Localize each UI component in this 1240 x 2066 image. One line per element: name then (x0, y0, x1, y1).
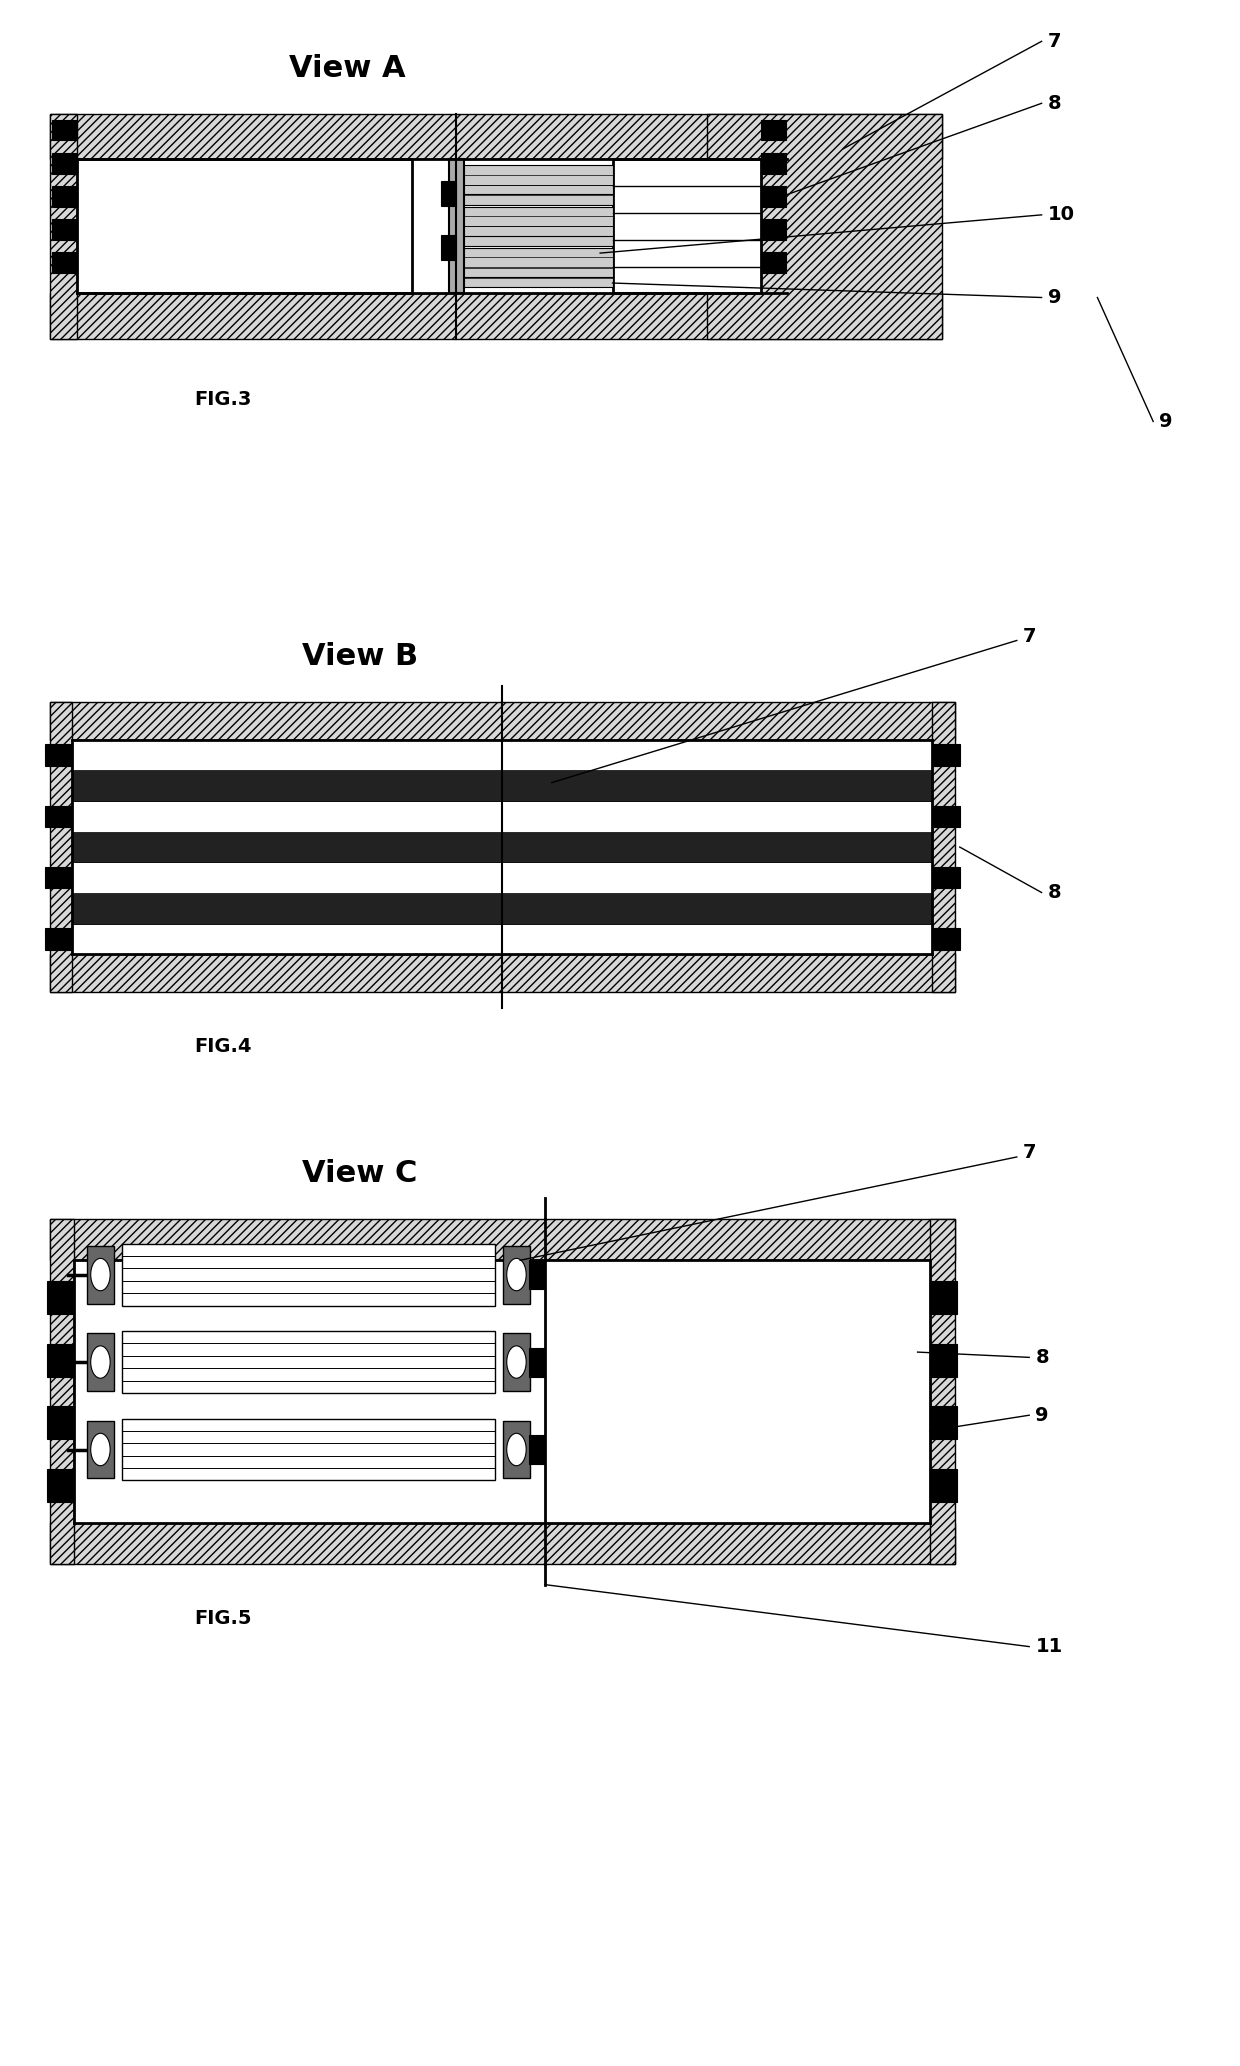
Bar (761, 219, 786, 240)
Text: FIG.4: FIG.4 (195, 1037, 252, 1056)
Bar (72, 771, 932, 802)
Bar (464, 258, 613, 287)
Bar (72, 802, 932, 833)
Bar (47, 1281, 74, 1314)
Bar (122, 1331, 496, 1392)
Bar (50, 1219, 74, 1564)
Bar (50, 293, 942, 339)
Text: 9: 9 (1048, 287, 1061, 308)
Bar (613, 159, 761, 293)
Bar (930, 1281, 957, 1314)
Bar (52, 219, 77, 240)
Bar (50, 954, 955, 992)
Circle shape (507, 1258, 526, 1291)
Bar (72, 893, 932, 924)
Bar (761, 153, 786, 174)
Text: 7: 7 (1048, 31, 1061, 52)
Bar (528, 1436, 543, 1465)
Bar (50, 702, 955, 740)
Bar (72, 740, 932, 771)
Bar (47, 1407, 74, 1440)
Bar (464, 207, 613, 236)
Bar (77, 159, 412, 293)
Bar (122, 1244, 496, 1306)
Bar (77, 159, 707, 293)
Bar (464, 165, 613, 194)
Bar (72, 862, 932, 893)
Bar (930, 1343, 957, 1376)
Text: View A: View A (289, 54, 405, 83)
Bar (52, 252, 77, 273)
Bar (47, 1469, 74, 1502)
Text: 8: 8 (1048, 882, 1061, 903)
Bar (761, 120, 786, 140)
Text: 7: 7 (1023, 1142, 1037, 1163)
Bar (930, 1219, 955, 1564)
Bar (761, 252, 786, 273)
Bar (932, 928, 960, 950)
Text: FIG.3: FIG.3 (195, 390, 252, 409)
Bar (503, 1421, 529, 1479)
Bar (50, 702, 72, 992)
Circle shape (507, 1345, 526, 1378)
Bar (45, 868, 72, 888)
Bar (464, 248, 613, 277)
Bar (87, 1333, 114, 1390)
Bar (45, 806, 72, 826)
Bar (930, 1407, 957, 1440)
Text: View B: View B (301, 643, 418, 671)
Bar (87, 1246, 114, 1304)
Bar (441, 182, 456, 207)
Bar (449, 159, 464, 293)
Bar (45, 744, 72, 766)
Text: View C: View C (301, 1159, 418, 1188)
Bar (441, 236, 456, 260)
Circle shape (91, 1434, 110, 1465)
Text: 10: 10 (1048, 205, 1075, 225)
Bar (47, 1343, 74, 1376)
Bar (932, 702, 955, 992)
Text: 8: 8 (1048, 93, 1061, 114)
Bar (52, 153, 77, 174)
Bar (52, 186, 77, 207)
Text: FIG.5: FIG.5 (195, 1609, 252, 1628)
Bar (45, 928, 72, 950)
Text: 11: 11 (1035, 1636, 1063, 1657)
Bar (72, 740, 932, 954)
Bar (122, 1419, 496, 1481)
Bar (528, 1260, 543, 1289)
Text: 9: 9 (1159, 411, 1173, 432)
Bar (932, 806, 960, 826)
Bar (72, 833, 932, 862)
Bar (52, 120, 77, 140)
Circle shape (91, 1345, 110, 1378)
Bar (528, 1347, 543, 1376)
Bar (87, 1421, 114, 1479)
Bar (72, 924, 932, 954)
Bar (50, 114, 942, 159)
Bar (50, 114, 77, 339)
Bar (503, 1246, 529, 1304)
Bar (930, 1469, 957, 1502)
Text: 8: 8 (1035, 1347, 1049, 1368)
Bar (707, 114, 942, 339)
Circle shape (507, 1434, 526, 1465)
Bar (464, 176, 613, 205)
Bar (50, 1523, 955, 1564)
Circle shape (91, 1258, 110, 1291)
Bar (761, 186, 786, 207)
Bar (932, 868, 960, 888)
Bar (932, 744, 960, 766)
Bar (464, 217, 613, 246)
Text: 9: 9 (1035, 1405, 1049, 1426)
Text: 7: 7 (1023, 626, 1037, 647)
Bar (50, 1219, 955, 1260)
Bar (74, 1260, 930, 1523)
Bar (503, 1333, 529, 1390)
